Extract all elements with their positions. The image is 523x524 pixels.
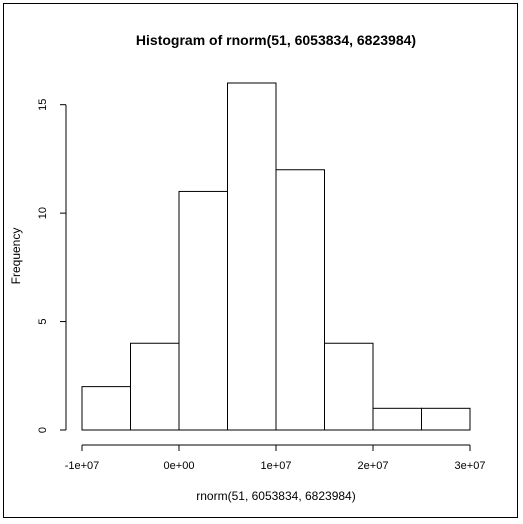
x-axis-label: rnorm(51, 6053834, 6823984) — [196, 489, 355, 503]
histogram-bar-4 — [227, 82, 277, 431]
x-tick-label: 3e+07 — [455, 460, 486, 472]
x-tick-label: 0e+00 — [164, 460, 195, 472]
y-tick-label: 10 — [37, 207, 49, 219]
histogram-bar-7 — [372, 407, 422, 431]
histogram-bar-2 — [130, 342, 180, 431]
x-tick-label: 2e+07 — [358, 460, 389, 472]
y-tick-label: 15 — [37, 99, 49, 111]
histogram-bar-5 — [275, 169, 325, 431]
histogram-bar-3 — [178, 190, 228, 431]
y-tick-label: 5 — [37, 319, 49, 325]
bars-group — [81, 82, 471, 431]
y-tick-label: 0 — [37, 427, 49, 433]
y-axis: 0 5 10 15 — [37, 99, 67, 433]
histogram-bar-1 — [81, 386, 131, 431]
chart-title: Histogram of rnorm(51, 6053834, 6823984) — [136, 32, 416, 48]
x-tick-label: -1e+07 — [65, 460, 100, 472]
histogram-bar-8 — [421, 407, 471, 431]
x-tick-label: 1e+07 — [261, 460, 292, 472]
x-axis: -1e+07 0e+00 1e+07 2e+07 3e+07 — [65, 444, 486, 472]
y-axis-label: Frequency — [9, 228, 23, 285]
histogram-bar-6 — [324, 342, 374, 431]
